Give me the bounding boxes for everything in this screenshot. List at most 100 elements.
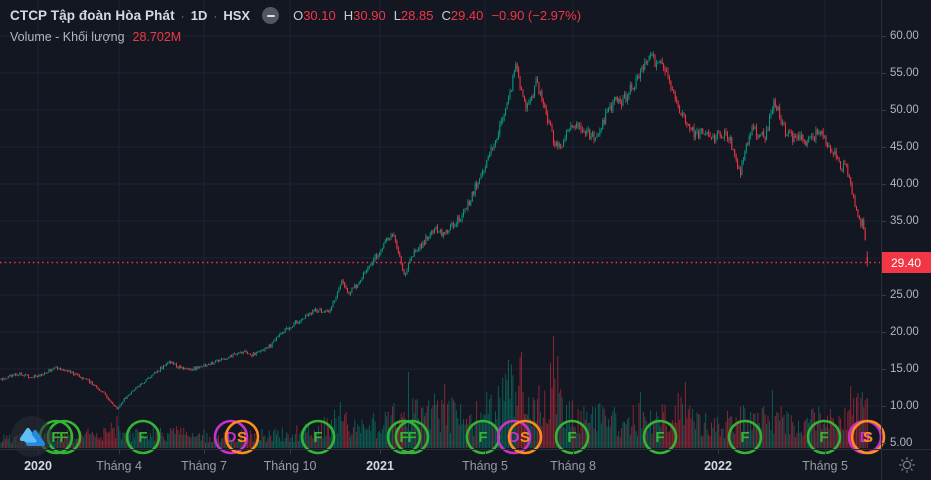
volume-bar xyxy=(96,433,98,448)
event-marker-D[interactable]: D xyxy=(496,419,532,455)
interval-value[interactable]: 1D xyxy=(190,8,208,23)
volume-bar xyxy=(706,429,708,448)
volume-legend[interactable]: Volume - Khối lượng 28.702M xyxy=(10,30,181,44)
event-marker-D[interactable]: D xyxy=(213,419,249,455)
volume-bar xyxy=(841,428,843,448)
event-marker-F[interactable]: F xyxy=(806,419,842,455)
candle-body xyxy=(422,242,424,249)
volume-bar xyxy=(403,412,405,448)
candle-body xyxy=(423,242,425,245)
candle-body xyxy=(325,310,327,312)
candle-body xyxy=(444,232,446,234)
volume-bar xyxy=(842,430,844,448)
volume-bar xyxy=(699,414,701,448)
candle-body xyxy=(78,375,80,378)
candle-body xyxy=(83,378,85,380)
volume-bar xyxy=(616,436,618,448)
volume-bar xyxy=(744,408,746,448)
candle-body xyxy=(610,105,612,111)
volume-bar xyxy=(113,427,115,448)
candle-body xyxy=(774,100,776,107)
candle-body xyxy=(793,136,795,142)
volume-bar xyxy=(505,374,507,448)
candle-body xyxy=(777,107,779,110)
candle-body xyxy=(122,401,124,404)
candle-body xyxy=(370,265,372,267)
candle-body xyxy=(831,151,833,153)
time-tick xyxy=(204,450,205,454)
candle-body xyxy=(226,358,228,360)
candle-body xyxy=(506,102,508,109)
candle-body xyxy=(394,235,396,241)
volume-bar xyxy=(795,436,797,448)
candle-body xyxy=(615,96,617,100)
volume-bar xyxy=(800,431,802,448)
candle-body xyxy=(438,231,440,233)
price-axis-label: 50.00 xyxy=(890,104,919,116)
volume-bar xyxy=(119,430,121,448)
candle-body xyxy=(307,314,309,316)
volume-bar xyxy=(361,419,363,448)
candle-body xyxy=(280,333,282,335)
candle-body xyxy=(374,254,376,260)
candle-body xyxy=(20,373,22,375)
candle-body xyxy=(251,354,253,357)
candle-body xyxy=(93,385,95,386)
time-axis[interactable]: 2020 Tháng 4 Tháng 7 Tháng 10 2021 Tháng 5 Thá… xyxy=(0,449,931,480)
candle-body xyxy=(309,312,311,315)
volume-bar xyxy=(480,412,482,448)
candle-body xyxy=(634,87,636,90)
candle-body xyxy=(845,164,847,166)
candle-body xyxy=(555,142,557,146)
volume-bar xyxy=(832,418,834,448)
candle-body xyxy=(261,349,263,352)
event-marker-F[interactable]: F xyxy=(554,419,590,455)
volume-bar xyxy=(460,404,462,448)
candle-body xyxy=(684,114,686,123)
event-marker-F[interactable]: F xyxy=(394,419,430,455)
candle-body xyxy=(841,168,843,171)
volume-bar xyxy=(222,438,224,448)
volume-bar xyxy=(381,429,383,448)
watermark-logo-button[interactable] xyxy=(11,416,52,457)
brightness-toggle-button[interactable] xyxy=(882,449,931,480)
event-marker-S[interactable]: S xyxy=(507,419,543,455)
exchange-value[interactable]: HSX xyxy=(223,8,251,23)
event-marker-S[interactable]: S xyxy=(224,419,260,455)
candle-body xyxy=(151,375,153,378)
price-axis[interactable]: 60.0055.0050.0045.0040.0035.0030.0025.00… xyxy=(881,0,931,449)
candle-body xyxy=(381,248,383,250)
volume-bar xyxy=(313,430,315,448)
candle-body xyxy=(313,310,315,312)
candle-body xyxy=(306,315,308,316)
volume-bar xyxy=(447,404,449,448)
legend-collapse-button[interactable] xyxy=(262,7,280,24)
volume-bar xyxy=(58,438,60,448)
volume-bar xyxy=(745,431,747,448)
symbol-title[interactable]: CTCP Tập đoàn Hòa Phát xyxy=(10,8,175,23)
candle-body xyxy=(770,113,772,117)
volume-bar xyxy=(187,435,189,448)
event-marker-S[interactable]: S xyxy=(850,419,886,455)
symbol-legend[interactable]: CTCP Tập đoàn Hòa Phát · 1D · HSX O30.10… xyxy=(10,7,581,24)
volume-bar xyxy=(682,404,683,448)
candle-body xyxy=(144,382,146,384)
candle-body xyxy=(355,285,357,288)
candle-body xyxy=(17,375,19,377)
candle-body xyxy=(200,366,202,368)
volume-bar xyxy=(474,424,476,448)
volume-bar xyxy=(809,419,811,448)
candle-body xyxy=(216,360,218,361)
candle-body xyxy=(606,111,608,113)
volume-bar xyxy=(664,404,666,448)
event-marker-F[interactable]: F xyxy=(386,419,422,455)
event-marker-F[interactable]: F xyxy=(125,419,161,455)
candle-body xyxy=(477,182,479,188)
candle-body xyxy=(365,270,367,272)
event-marker-F[interactable]: F xyxy=(300,419,336,455)
event-marker-F[interactable]: F xyxy=(642,419,678,455)
volume-bar xyxy=(109,431,111,448)
event-marker-F[interactable]: F xyxy=(727,419,763,455)
volume-bar xyxy=(428,400,430,448)
